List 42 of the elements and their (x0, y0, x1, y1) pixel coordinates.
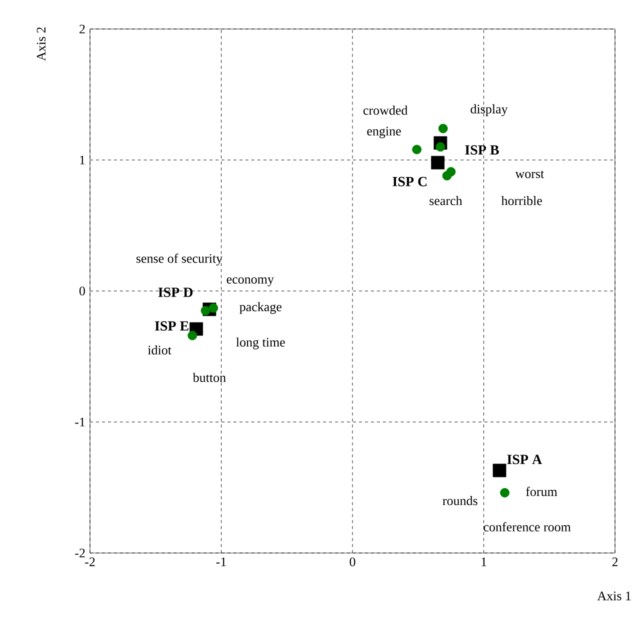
data-label: ISP C (392, 176, 427, 186)
data-label: ISP B (465, 145, 499, 155)
annotation: engine (367, 126, 401, 138)
annotation: package (240, 302, 282, 314)
annotation: economy (226, 277, 274, 286)
annotation: button (192, 372, 226, 382)
point (188, 330, 198, 340)
x-axis-title: Axis 1 (597, 592, 631, 600)
x-tick-label: 2 (612, 558, 618, 566)
annotation: display (470, 104, 508, 116)
annotation: crowded (363, 106, 408, 115)
y-tick-label: 0 (79, 286, 85, 296)
point (436, 142, 446, 152)
y-tick-label: -2 (75, 548, 85, 558)
point (438, 124, 448, 134)
annotation: horrible (501, 196, 542, 206)
annotation: sense of security (136, 254, 223, 266)
y-tick-label: 1 (80, 156, 85, 164)
point (492, 464, 506, 478)
annotation: rounds (442, 496, 478, 506)
point (208, 303, 218, 313)
point (412, 144, 422, 154)
y-axis-title: Axis 2 (36, 27, 46, 61)
annotation: forum (526, 486, 558, 496)
x-tick-label: -2 (85, 558, 95, 566)
x-tick-label: -1 (216, 558, 226, 566)
point (446, 167, 456, 176)
y-tick-label: 2 (80, 24, 85, 34)
point (200, 306, 210, 316)
x-tick-label: 0 (350, 558, 356, 566)
annotation: search (430, 196, 462, 206)
data-label: ISP E (154, 321, 188, 331)
annotation: conference room (484, 522, 571, 532)
y-tick-label: -1 (75, 418, 85, 426)
annotation: long time (236, 337, 285, 350)
annotation: idiot (148, 345, 172, 355)
point (500, 488, 510, 498)
data-label: ISP A (507, 454, 542, 464)
point (431, 156, 445, 170)
annotation: worst (515, 170, 544, 178)
x-tick-label: 1 (482, 558, 486, 566)
data-label: ISP D (158, 288, 193, 298)
